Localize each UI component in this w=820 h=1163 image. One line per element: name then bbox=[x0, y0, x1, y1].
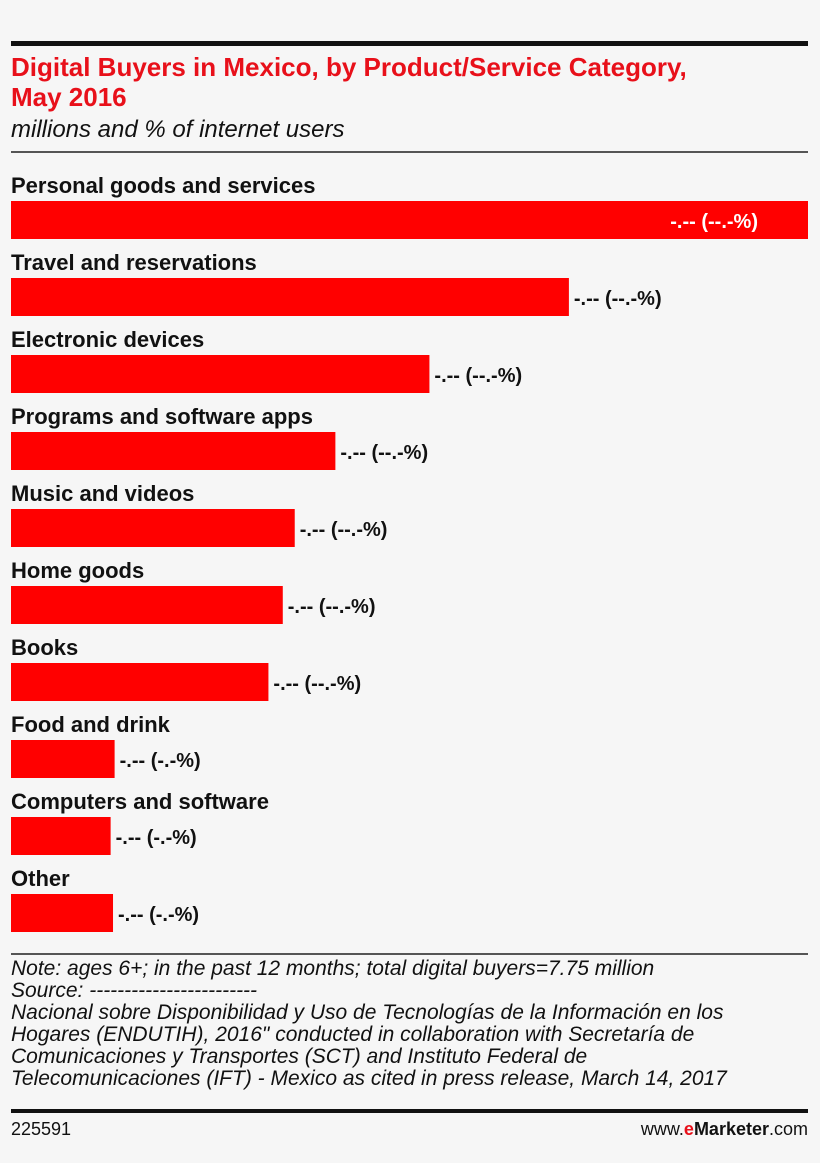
brand-link[interactable]: www.eMarketer.com bbox=[641, 1119, 808, 1140]
value-label: -.-- (--.-%) bbox=[288, 596, 376, 618]
value-label: -.-- (-.-%) bbox=[116, 827, 197, 849]
bar bbox=[11, 817, 111, 855]
value-label: -.-- (--.-%) bbox=[670, 211, 758, 233]
category-label: Programs and software apps bbox=[11, 404, 313, 429]
bar bbox=[11, 201, 808, 239]
bar bbox=[11, 586, 283, 624]
category-label: Personal goods and services bbox=[11, 173, 315, 198]
bar bbox=[11, 278, 569, 316]
chart-title-line-1: Digital Buyers in Mexico, by Product/Ser… bbox=[11, 52, 687, 82]
chart-subtitle: millions and % of internet users bbox=[11, 116, 345, 143]
top-rule bbox=[11, 41, 808, 46]
chart-note: Note: ages 6+; in the past 12 months; to… bbox=[11, 958, 811, 1090]
subtitle-rule bbox=[11, 151, 808, 153]
source-line: Telecomunicaciones (IFT) - Mexico as cit… bbox=[11, 1067, 727, 1090]
category-label: Books bbox=[11, 635, 78, 660]
chart-id: 225591 bbox=[11, 1119, 72, 1139]
bottom-rule bbox=[11, 1109, 808, 1113]
brand-name: Marketer bbox=[693, 1119, 769, 1139]
bar bbox=[11, 355, 430, 393]
category-label: Computers and software bbox=[11, 789, 269, 814]
value-label: -.-- (--.-%) bbox=[273, 673, 361, 695]
value-label: -.-- (--.-%) bbox=[574, 288, 662, 310]
bar bbox=[11, 432, 336, 470]
value-label: -.-- (--.-%) bbox=[340, 442, 428, 464]
source-line: Source: ------------------------ bbox=[11, 979, 258, 1002]
note-line: Note: ages 6+; in the past 12 months; to… bbox=[11, 957, 655, 980]
brand-prefix: www. bbox=[640, 1119, 684, 1139]
value-label: -.-- (-.-%) bbox=[118, 904, 199, 926]
value-label: -.-- (-.-%) bbox=[120, 750, 201, 772]
chart-title-line-2: May 2016 bbox=[11, 82, 127, 112]
bar bbox=[11, 663, 269, 701]
category-label: Food and drink bbox=[11, 712, 171, 737]
category-label: Travel and reservations bbox=[11, 250, 257, 275]
category-label: Other bbox=[11, 866, 70, 891]
value-label: -.-- (--.-%) bbox=[300, 519, 388, 541]
chart-title: Digital Buyers in Mexico, by Product/Ser… bbox=[11, 52, 811, 112]
bar bbox=[11, 740, 115, 778]
brand-suffix: .com bbox=[768, 1119, 808, 1139]
bar bbox=[11, 894, 114, 932]
category-label: Electronic devices bbox=[11, 327, 204, 352]
brand-e: e bbox=[683, 1119, 694, 1139]
note-rule bbox=[11, 953, 808, 955]
category-label: Music and videos bbox=[11, 481, 194, 506]
category-label: Home goods bbox=[11, 558, 144, 583]
bar bbox=[11, 509, 295, 547]
source-line: Nacional sobre Disponibilidad y Uso de T… bbox=[11, 1001, 724, 1024]
source-line: Hogares (ENDUTIH), 2016" conducted in co… bbox=[11, 1023, 695, 1046]
value-label: -.-- (--.-%) bbox=[434, 365, 522, 387]
source-line: Comunicaciones y Transportes (SCT) and I… bbox=[11, 1045, 588, 1068]
